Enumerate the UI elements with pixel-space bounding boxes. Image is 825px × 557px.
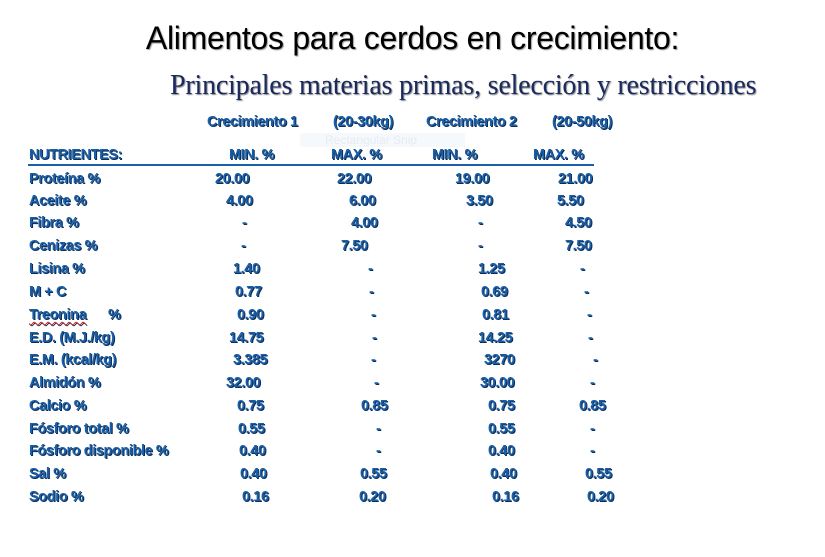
nutrient-label: Calcio % — [29, 398, 87, 414]
c1-max-value: - — [376, 421, 381, 437]
c2-max-value: - — [590, 375, 595, 391]
c1-max-value: - — [376, 443, 381, 459]
c2-max-value: - — [580, 261, 585, 277]
c2-max-value: - — [587, 307, 592, 323]
c1-max-value: 6.00 — [349, 193, 376, 209]
c2-min-value: 19.00 — [455, 171, 490, 187]
c2-min-value: 3.50 — [466, 193, 493, 209]
nutrient-label: Aceite % — [29, 193, 87, 209]
c2-max-value: - — [590, 421, 595, 437]
snip-tooltip-ghost: Rectangular Snip — [300, 133, 465, 147]
c1-min-value: 14.75 — [229, 330, 264, 346]
nutrient-label: Fibra % — [29, 215, 79, 231]
group2-name: Crecimiento 2 — [426, 114, 517, 130]
c1-min-value: 20.00 — [215, 171, 250, 187]
nutrient-label: Sodio % — [29, 489, 84, 505]
header-c2-min: MIN. % — [432, 147, 478, 163]
nutrient-label: Proteína % — [29, 171, 100, 187]
c1-min-value: 0.40 — [239, 443, 266, 459]
c2-min-value: - — [478, 215, 483, 231]
c1-min-value: 3.385 — [233, 352, 268, 368]
c1-max-value: 0.85 — [361, 398, 388, 414]
c2-min-value: 0.40 — [490, 466, 517, 482]
c1-min-value: - — [242, 215, 247, 231]
c1-min-value: 0.75 — [237, 398, 264, 414]
c2-min-value: 0.55 — [488, 421, 515, 437]
c2-max-value: 0.85 — [579, 398, 606, 414]
c1-max-value: - — [374, 375, 379, 391]
c2-max-value: 0.55 — [585, 466, 612, 482]
c1-max-value: 7.50 — [341, 238, 368, 254]
header-c2-max: MAX. % — [533, 147, 584, 163]
c1-min-value: 0.16 — [242, 489, 269, 505]
c1-min-value: 32.00 — [226, 375, 261, 391]
c1-min-value: 0.90 — [237, 307, 264, 323]
group1-range: (20-30kg) — [333, 114, 394, 130]
c2-min-value: 3270 — [484, 352, 515, 368]
c1-max-value: - — [371, 352, 376, 368]
header-nutrientes: NUTRIENTES: — [29, 147, 123, 163]
c2-max-value: 4.50 — [565, 215, 592, 231]
nutrient-label: Treonina — [29, 307, 87, 323]
nutrient-label: E.D. (M.J./kg) — [29, 330, 115, 346]
nutrient-label: E.M. (kcal/kg) — [29, 352, 117, 368]
c1-min-value: 4.00 — [226, 193, 253, 209]
c1-min-value: - — [241, 238, 246, 254]
c2-max-value: - — [588, 330, 593, 346]
group2-range: (20-50kg) — [552, 114, 613, 130]
c2-max-value: 5.50 — [557, 193, 584, 209]
header-c1-min: MIN. % — [229, 147, 275, 163]
nutrient-label: Lisina % — [29, 261, 85, 277]
c1-max-value: - — [372, 330, 377, 346]
nutrient-label: Fósforo total % — [29, 421, 129, 437]
header-c1-max: MAX. % — [331, 147, 382, 163]
c2-min-value: 0.16 — [492, 489, 519, 505]
header-underline — [28, 164, 594, 166]
c1-min-value: 0.55 — [238, 421, 265, 437]
c2-min-value: 1.25 — [478, 261, 505, 277]
group1-name: Crecimiento 1 — [207, 114, 298, 130]
c2-min-value: - — [478, 238, 483, 254]
c1-min-value: 0.77 — [235, 284, 262, 300]
c2-min-value: 14.25 — [478, 330, 513, 346]
c1-min-value: 0.40 — [240, 466, 267, 482]
nutrient-label: Fósforo disponible % — [29, 443, 169, 459]
nutrient-label: Sal % — [29, 466, 66, 482]
nutrient-label-suffix: % — [108, 307, 121, 323]
nutrient-label: Almidón % — [29, 375, 101, 391]
c1-max-value: 0.20 — [359, 489, 386, 505]
c2-min-value: 0.75 — [488, 398, 515, 414]
c2-min-value: 0.81 — [482, 307, 509, 323]
c1-max-value: 22.00 — [337, 171, 372, 187]
c2-max-value: - — [590, 443, 595, 459]
c2-min-value: 0.69 — [481, 284, 508, 300]
c1-max-value: - — [368, 261, 373, 277]
c2-max-value: 21.00 — [558, 171, 593, 187]
c1-max-value: - — [369, 284, 374, 300]
slide-title: Alimentos para cerdos en crecimiento: — [145, 20, 680, 56]
c2-max-value: - — [584, 284, 589, 300]
c2-min-value: 30.00 — [480, 375, 515, 391]
nutrient-label: M + C — [29, 284, 67, 300]
c2-max-value: 0.20 — [587, 489, 614, 505]
c2-min-value: 0.40 — [488, 443, 515, 459]
nutrient-label: Cenizas % — [29, 238, 98, 254]
c2-max-value: - — [593, 352, 598, 368]
c1-max-value: - — [371, 307, 376, 323]
c2-max-value: 7.50 — [565, 238, 592, 254]
c1-min-value: 1.40 — [233, 261, 260, 277]
c1-max-value: 4.00 — [351, 215, 378, 231]
c1-max-value: 0.55 — [360, 466, 387, 482]
slide-subtitle: Principales materias primas, selección y… — [170, 70, 757, 101]
